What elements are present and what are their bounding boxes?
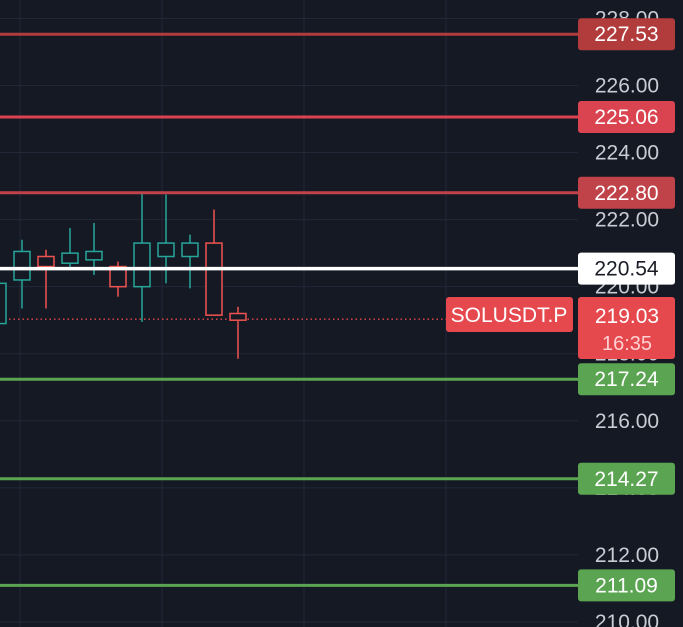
candle-body [181,242,199,258]
candle-body [13,250,31,281]
candle-body [205,242,223,316]
price-tick-label: 224.00 [595,142,659,165]
price-levels: 227.53 225.06 222.80 220.54 217.24 214.27 211.… [0,18,675,602]
price-tick-label: 226.00 [595,75,659,98]
price-tick-label: 216.00 [595,410,659,433]
price-level-label: 217.24 [594,368,659,391]
candle-body [133,242,151,288]
last-price-label: 219.03 [595,305,659,328]
symbol-tag-background [446,297,573,332]
price-level-label: 227.53 [594,23,658,46]
candle-body [85,250,103,261]
price-tick-label: 212.00 [595,544,659,567]
candle-body [0,282,7,325]
candles [0,192,247,359]
candle-body [157,242,175,258]
last-price-tag-background [578,297,675,359]
price-level-label: 220.54 [594,258,659,281]
price-tags: SOLUSDT.P 219.03 16:35 [446,297,675,359]
symbol-tag-text: SOLUSDT.P [451,304,568,327]
price-level-label: 211.09 [595,574,658,597]
price-level-tag [578,18,675,51]
price-level-tag [578,363,675,396]
price-tick-label: 210.00 [595,611,659,627]
price-level-tag [578,101,675,134]
price-tick-label: 222.00 [595,209,659,232]
candle-body [109,265,127,288]
price-level-label: 214.27 [594,468,658,491]
price-level-label: 225.06 [594,106,658,129]
price-level-tag [578,569,675,602]
price-level-tag [578,176,675,209]
horizontal-gridlines [0,17,578,623]
candle-body [61,252,79,264]
countdown-label: 16:35 [602,333,652,355]
candle-body [37,255,55,268]
price-level-tag [578,462,675,495]
price-level-label: 222.80 [594,182,658,205]
price-level-tag [578,252,675,285]
candle-body [229,312,247,321]
